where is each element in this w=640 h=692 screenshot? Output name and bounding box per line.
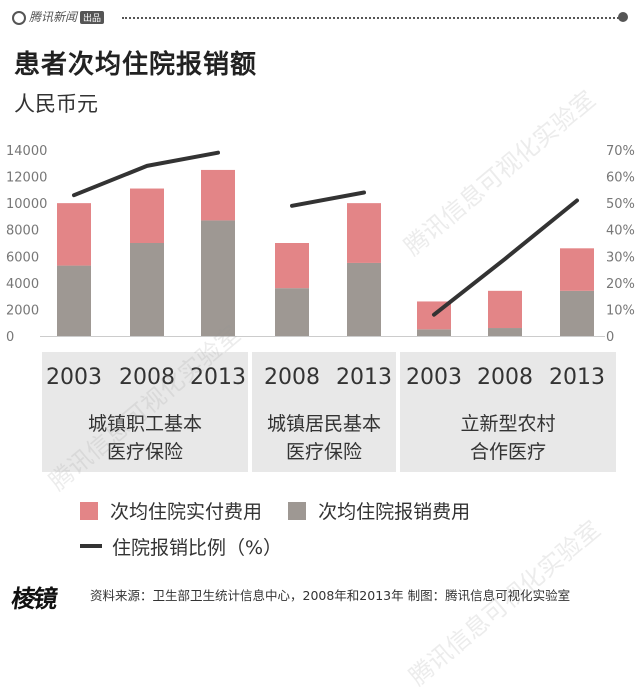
year-label: 2003 <box>406 365 462 390</box>
y-right-tick-label: 10% <box>606 303 635 318</box>
bar-paid <box>488 290 522 329</box>
group-bg-1 <box>42 352 248 472</box>
y-left-tick-label: 14000 <box>6 144 47 159</box>
bar-reimbursed <box>130 243 164 336</box>
y-right-tick-label: 70% <box>606 144 635 159</box>
legend-row-1: 次均住院实付费用 次均住院报销费用 <box>80 497 470 524</box>
bar-paid <box>201 169 235 221</box>
ratio-line-group-2 <box>290 190 366 208</box>
group-name-2-line-1: 城镇居民基本 <box>266 413 381 435</box>
y-right-tick-label: 30% <box>606 250 635 265</box>
year-label: 2008 <box>264 365 320 390</box>
group-name-2: 城镇居民基本 医疗保险 <box>252 410 396 466</box>
group-name-1: 城镇职工基本 医疗保险 <box>42 410 248 466</box>
y-right-tick-label: 50% <box>606 197 635 212</box>
bar-reimbursed <box>560 290 594 336</box>
bar-reimbursed <box>275 288 309 336</box>
unit-label: 人民币元 <box>14 92 98 116</box>
chart-title: 患者次均住院报销额 <box>14 50 258 80</box>
footer: 棱镜 资料来源：卫生部卫生统计信息中心，2008年和2013年 制图：腾讯信息可… <box>0 575 640 620</box>
group-name-2-line-2: 医疗保险 <box>285 441 362 463</box>
y-left-tick-label: 12000 <box>6 171 47 186</box>
top-bar: 腾讯新闻 出品 <box>0 0 640 36</box>
prism-logo-text: 棱镜 <box>9 585 58 613</box>
legend-line-ratio <box>80 544 102 548</box>
year-label: 2013 <box>549 365 605 390</box>
y-left-tick-label: 2000 <box>6 303 39 318</box>
group-bg-2 <box>252 352 396 472</box>
brand: 腾讯新闻 出品 <box>12 8 105 25</box>
year-label: 2008 <box>119 365 175 390</box>
legend-label-paid: 次均住院实付费用 <box>110 501 263 523</box>
bar-paid <box>560 248 594 291</box>
y-right-tick-label: 60% <box>606 171 635 186</box>
year-label: 2013 <box>336 365 392 390</box>
year-label: 2008 <box>477 365 533 390</box>
y-left-tick-label: 0 <box>6 330 14 345</box>
bar-paid <box>347 203 381 263</box>
y-left-tick-label: 8000 <box>6 224 39 239</box>
ratio-line-group-1 <box>72 150 220 198</box>
legend-swatch-paid <box>80 502 98 520</box>
y-right-tick-label: 40% <box>606 224 635 239</box>
y-right-tick-label: 20% <box>606 277 635 292</box>
y-left-tick-label: 4000 <box>6 277 39 292</box>
legend-label-ratio: 住院报销比例（%） <box>112 537 283 559</box>
legend-swatch-reimbursed <box>288 502 307 520</box>
group-name-3-line-2: 合作医疗 <box>469 441 546 463</box>
legend-row-2: 住院报销比例（%） <box>80 533 282 560</box>
y-left-tick-label: 6000 <box>6 250 39 265</box>
brand-badge: 出品 <box>80 11 105 24</box>
group-name-1-line-1: 城镇职工基本 <box>87 413 202 435</box>
bar-reimbursed <box>347 262 381 336</box>
bar-reimbursed <box>417 329 451 336</box>
chart-canvas: 0 2000 4000 6000 8000 10000 12000 14000 0 10% 20% 3… <box>6 144 635 390</box>
group-bg-3 <box>400 352 616 472</box>
ratio-line-group-3 <box>432 198 579 317</box>
bar-paid <box>130 188 164 243</box>
group-name-3-line-1: 立新型农村 <box>460 413 556 435</box>
group-name-1-line-2: 医疗保险 <box>106 441 183 463</box>
y-right-tick-label: 0 <box>606 330 614 345</box>
bar-paid <box>275 243 309 289</box>
bar-reimbursed <box>201 220 235 336</box>
tencent-logo-icon <box>12 11 26 25</box>
legend-label-reimbursed: 次均住院报销费用 <box>318 501 471 523</box>
divider-dot-icon <box>618 12 628 22</box>
bar-reimbursed <box>57 265 91 336</box>
prism-logo: 棱镜 <box>9 579 58 614</box>
bar-paid <box>57 203 91 266</box>
year-label: 2013 <box>190 365 246 390</box>
dotted-divider <box>122 17 622 19</box>
y-left-tick-label: 10000 <box>6 197 47 212</box>
source-note: 资料来源：卫生部卫生统计信息中心，2008年和2013年 制图：腾讯信息可视化实… <box>90 588 571 603</box>
brand-text: 腾讯新闻 <box>29 10 78 24</box>
year-label: 2003 <box>46 365 102 390</box>
group-name-3: 立新型农村 合作医疗 <box>400 410 616 466</box>
bar-reimbursed <box>488 328 522 336</box>
